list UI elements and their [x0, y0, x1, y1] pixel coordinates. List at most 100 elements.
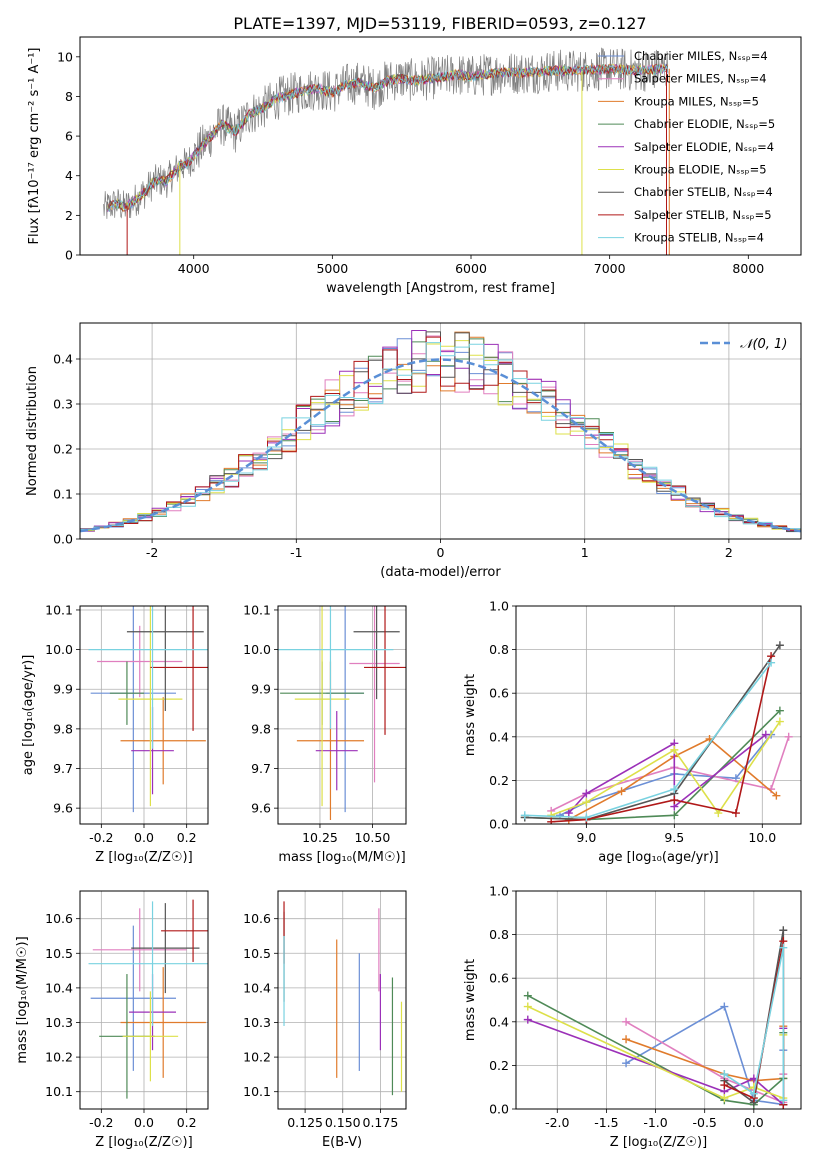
x-tick-label: 10.25	[302, 830, 338, 845]
y-axis-label: Flux [fλ10⁻¹⁷ erg cm⁻² s⁻¹ A⁻¹]	[27, 48, 42, 245]
data-point	[523, 991, 532, 1000]
series-salpeter-stelib	[547, 652, 776, 824]
legend-label-chabrier-elodie: Chabrier ELODIE, Nₛₛₚ=5	[634, 117, 775, 131]
model-line-chabrier-stelib	[107, 63, 669, 211]
plot-area	[88, 606, 208, 813]
legend-label-chabrier-miles: Chabrier MILES, Nₛₛₚ=4	[634, 49, 768, 63]
axes-residuals: -2 -1 0 1 2 0.0 0.1 0.2 0.3 0.4 (data-model)/error…	[25, 322, 802, 580]
data-point	[564, 809, 573, 818]
errorbar-kroupa-miles	[120, 967, 206, 1078]
series-line	[524, 710, 781, 821]
y-tick-label: 10.0	[45, 642, 73, 657]
axes-weight_vs_age: 9.0 9.5 10.0 0.0 0.2 0.4 0.6 0.8 1.0 age [log₁₀(a…	[463, 599, 802, 865]
y-tick-label: 10.3	[45, 1015, 73, 1030]
y-tick-label: 10.6	[45, 911, 73, 926]
x-tick-label: 10.0	[748, 830, 776, 845]
x-axis-label: mass [log₁₀(M/M☉)]	[278, 850, 405, 865]
errorbar-salpeter-miles	[92, 908, 187, 992]
x-tick-label: 0.0	[744, 1115, 764, 1130]
y-tick-label: 0.6	[489, 686, 509, 701]
data-point	[617, 787, 626, 796]
data-point	[775, 641, 784, 650]
legend-label-chabrier-stelib: Chabrier STELIB, Nₛₛₚ=4	[634, 185, 773, 199]
x-tick-label: 5000	[316, 261, 348, 276]
data-point	[720, 1081, 729, 1090]
x-tick-label: 0.2	[177, 830, 197, 845]
data-point	[714, 809, 723, 818]
y-tick-label: 10.3	[243, 1015, 271, 1030]
y-tick-label: 10.2	[243, 1050, 271, 1065]
x-tick-label: 9.5	[664, 830, 684, 845]
plot-area	[520, 641, 793, 824]
y-tick-label: 0	[65, 248, 73, 263]
errorbar-salpeter-stelib	[161, 899, 208, 962]
data-point	[731, 809, 740, 818]
axes-age_vs_mass: 10.25 10.50 9.6 9.7 9.8 9.9 10.0 10.1 mass [log₁…	[243, 602, 407, 865]
x-tick-label: 7000	[594, 261, 626, 276]
y-tick-label: 0.4	[53, 352, 73, 367]
x-tick-label: 4000	[178, 261, 210, 276]
series-kroupa-elodie	[547, 717, 784, 820]
data-point	[784, 732, 793, 741]
y-tick-label: 0.2	[489, 773, 509, 788]
x-axis-label: age [log₁₀(age/yr)]	[598, 850, 719, 865]
data-point	[779, 926, 788, 935]
errorbar-kroupa-stelib	[88, 606, 208, 749]
x-tick-label: 0.125	[287, 1115, 323, 1130]
y-tick-label: 10.5	[243, 946, 271, 961]
legend-label-kroupa-elodie: Kroupa ELODIE, Nₛₛₚ=5	[634, 163, 767, 177]
x-tick-label: 9.0	[576, 830, 596, 845]
x-tick-label: -2.0	[545, 1115, 569, 1130]
legend-label-salpeter-miles: Salpeter MILES, Nₛₛₚ=4	[634, 72, 767, 86]
series-kroupa-stelib	[520, 658, 776, 822]
x-tick-label: 0.175	[363, 1115, 399, 1130]
data-point	[622, 1059, 631, 1068]
plot-area	[523, 926, 788, 1109]
plot-area	[283, 901, 403, 1096]
data-point	[772, 791, 781, 800]
y-tick-label: 1.0	[489, 884, 509, 899]
y-tick-label: 10.1	[243, 602, 271, 617]
legend: 𝒩(0, 1)	[700, 337, 787, 352]
y-tick-label: 9.7	[53, 761, 73, 776]
y-tick-label: 9.6	[251, 801, 271, 816]
data-point	[520, 811, 529, 820]
y-tick-label: 9.9	[53, 682, 73, 697]
y-tick-label: 9.8	[53, 721, 73, 736]
y-tick-label: 10	[57, 49, 73, 64]
errorbar-chabrier-elodie	[109, 661, 144, 725]
errorbar-kroupa-stelib	[278, 606, 394, 729]
x-tick-label: -0.2	[89, 1115, 113, 1130]
y-tick-label: 10.1	[45, 602, 73, 617]
x-tick-label: 8000	[732, 261, 764, 276]
data-point	[775, 706, 784, 715]
axes-frame	[79, 890, 209, 1110]
series-line	[723, 947, 785, 1101]
figure-title: PLATE=1397, MJD=53119, FIBERID=0593, z=0…	[233, 14, 646, 33]
data-point	[775, 717, 784, 726]
axes-spectrum: 4000 5000 6000 7000 8000 0 2 4 6 8 10 wavelength [A…	[27, 36, 802, 296]
y-axis-label: mass weight	[463, 959, 478, 1041]
data-spectrum-line	[103, 47, 668, 219]
errorbar-kroupa-miles	[120, 697, 206, 785]
x-tick-label: 6000	[455, 261, 487, 276]
errorbar-kroupa-elodie	[118, 606, 183, 807]
data-point	[779, 943, 788, 952]
data-point	[670, 745, 679, 754]
data-point	[670, 785, 679, 794]
x-tick-label: 2	[725, 545, 733, 560]
y-tick-label: 0.6	[489, 971, 509, 986]
data-point	[670, 796, 679, 805]
x-tick-label: 0.0	[134, 1115, 154, 1130]
data-point	[720, 1094, 729, 1103]
data-point	[670, 811, 679, 820]
x-tick-label: 0.0	[134, 830, 154, 845]
axes-frame	[515, 890, 802, 1110]
plot-area	[88, 899, 208, 1099]
y-tick-label: 8	[65, 89, 73, 104]
series-chabrier-miles	[555, 730, 776, 820]
x-tick-label: -2	[146, 545, 158, 560]
legend-label-salpeter-elodie: Salpeter ELODIE, Nₛₛₚ=4	[634, 140, 774, 154]
y-tick-label: 9.9	[251, 682, 271, 697]
